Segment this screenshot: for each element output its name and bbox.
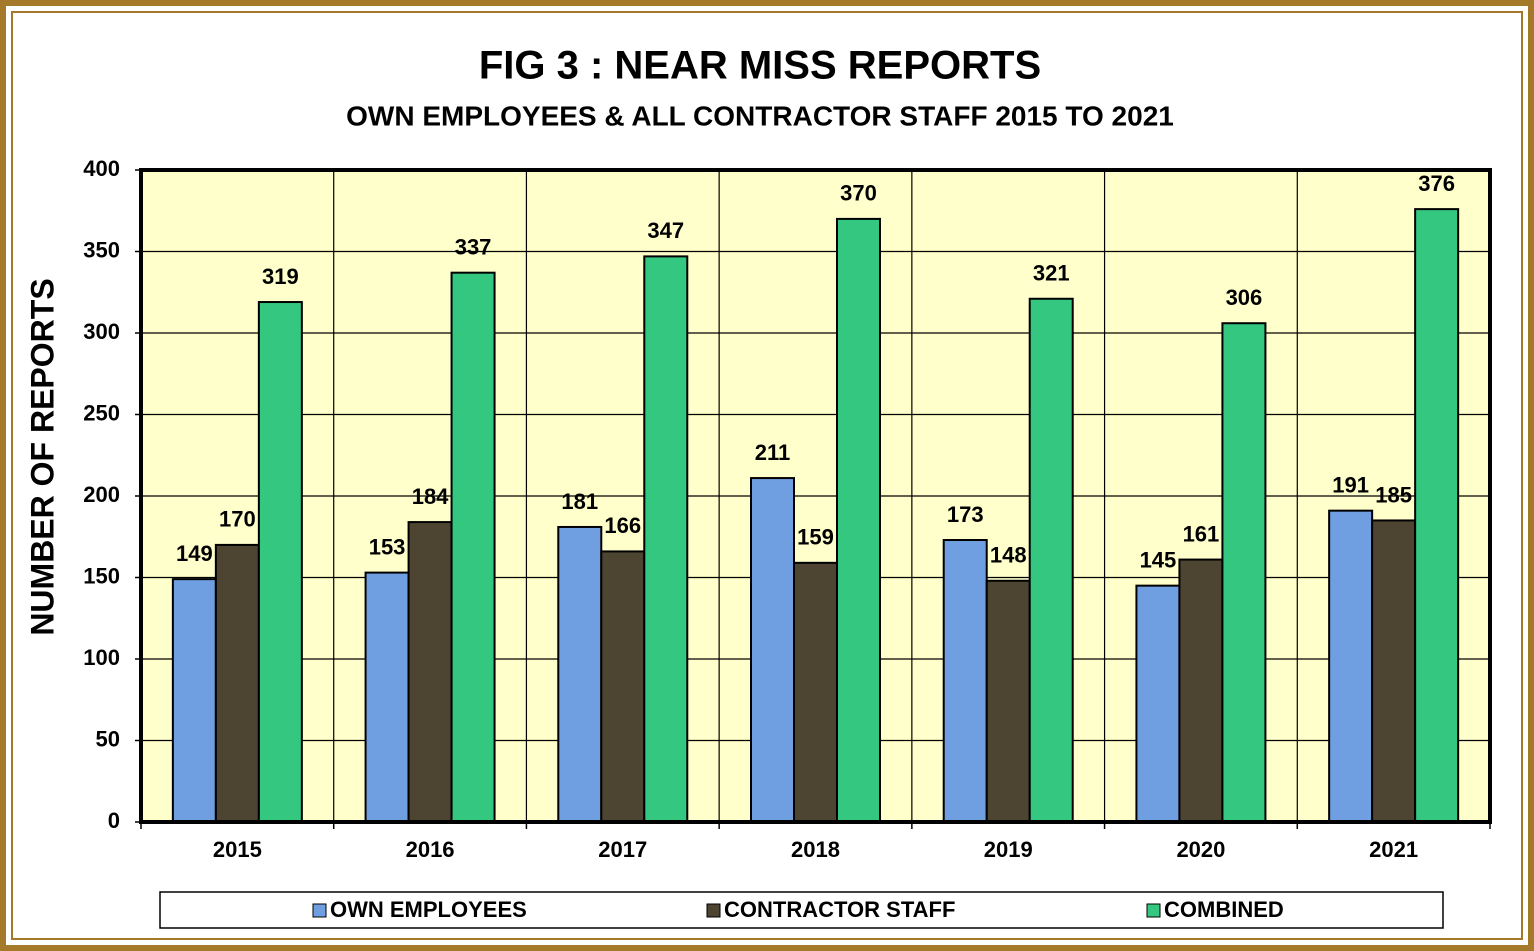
legend-box [159,891,1444,929]
bar [171,578,217,823]
value-label: 376 [1418,171,1455,196]
value-label: 159 [797,525,834,550]
y-tick-label: 300 [83,319,120,344]
bar [1135,584,1181,824]
y-axis-label: NUMBER OF REPORTS [24,278,60,635]
bar [1028,297,1074,823]
bar [942,539,988,823]
bar [1328,509,1374,823]
x-tick-label: 2020 [1176,837,1225,862]
bar [985,579,1031,824]
value-label: 319 [262,264,299,289]
legend-label: OWN EMPLOYEES [330,897,527,922]
y-tick-label: 150 [83,563,120,588]
y-tick-label: 50 [96,726,120,751]
bar [1178,558,1224,823]
bar [750,477,795,823]
y-tick-label: 100 [83,645,120,670]
legend-label: CONTRACTOR STAFF [724,897,955,922]
legend-swatch [1146,903,1161,918]
y-tick-label: 350 [83,237,120,262]
y-tick-label: 0 [108,808,120,833]
bar [1221,322,1267,823]
bar [557,525,603,823]
y-tick-label: 200 [83,482,120,507]
x-tick-label: 2018 [791,837,840,862]
value-label: 184 [412,484,449,509]
bar [214,543,260,824]
x-tick-label: 2019 [984,837,1033,862]
frame-inner [11,11,1523,940]
chart-subtitle: OWN EMPLOYEES & ALL CONTRACTOR STAFF 201… [346,100,1174,131]
x-tick-label: 2021 [1369,837,1418,862]
y-tick-label: 250 [83,400,120,425]
plot-border [139,168,1492,824]
bar [257,301,303,823]
value-label: 173 [947,502,984,527]
value-label: 149 [176,541,213,566]
bar [450,271,496,823]
value-label: 153 [369,534,406,559]
value-label: 347 [647,218,684,243]
bar [407,521,453,824]
value-label: 145 [1140,547,1177,572]
bar [1414,208,1460,823]
value-label: 211 [755,440,791,465]
legend-swatch [706,903,721,918]
value-label: 166 [604,513,641,538]
value-label: 148 [990,543,1027,568]
bar [643,255,689,823]
x-tick-label: 2015 [213,837,262,862]
value-label: 191 [1332,472,1369,497]
bar [364,571,410,823]
legend-swatch [312,903,327,918]
chart-title: FIG 3 : NEAR MISS REPORTS [479,44,1041,88]
bar [1371,519,1417,823]
bar [836,217,881,823]
x-tick-label: 2017 [598,837,647,862]
bar [793,561,838,824]
legend-label: COMBINED [1164,897,1284,922]
value-label: 321 [1033,261,1070,286]
value-label: 185 [1375,482,1412,507]
y-tick-label: 400 [83,156,120,181]
value-label: 306 [1226,285,1263,310]
value-label: 181 [561,489,598,514]
value-label: 170 [219,507,256,532]
value-label: 370 [840,181,877,206]
x-tick-label: 2016 [406,837,455,862]
bar [600,550,646,823]
value-label: 337 [455,235,492,260]
value-label: 161 [1183,521,1220,546]
